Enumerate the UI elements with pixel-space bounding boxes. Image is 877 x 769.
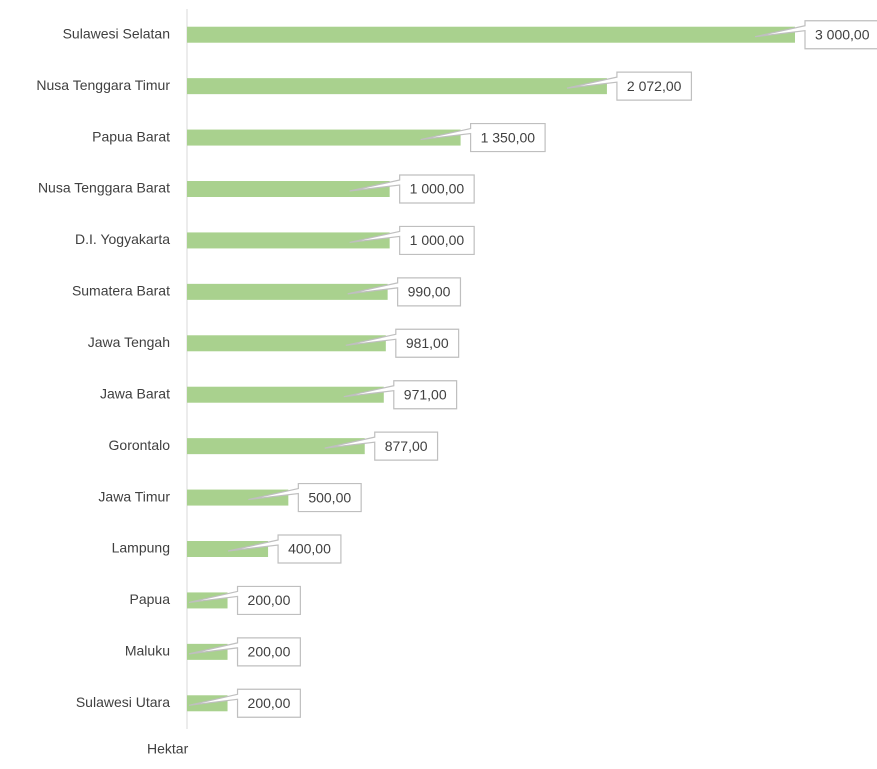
- data-label-box: [566, 71, 693, 101]
- x-axis-label: Hektar: [147, 741, 189, 757]
- data-label: 500,00: [308, 489, 351, 505]
- bar: [187, 489, 289, 506]
- y-tick-label: Jawa Barat: [100, 385, 170, 401]
- data-label: 981,00: [406, 335, 449, 351]
- bar: [187, 232, 390, 249]
- data-label: 2 072,00: [627, 78, 682, 94]
- y-tick-label: Jawa Tengah: [88, 334, 170, 350]
- y-tick-label: Lampung: [112, 540, 170, 556]
- y-tick-label: Sulawesi Utara: [76, 694, 170, 710]
- bar: [187, 129, 461, 146]
- bar: [187, 541, 269, 557]
- y-tick-label: Gorontalo: [109, 437, 171, 453]
- data-label-box: [188, 585, 301, 616]
- bar: [187, 386, 384, 403]
- data-label: 200,00: [248, 592, 291, 608]
- data-label: 200,00: [248, 695, 291, 711]
- data-label-box: [349, 225, 475, 256]
- y-tick-label: D.I. Yogyakarta: [75, 231, 170, 247]
- data-label: 200,00: [248, 644, 291, 660]
- data-label-box: [324, 431, 439, 461]
- data-label-box: [343, 380, 458, 410]
- data-label-box: [345, 328, 460, 358]
- bar: [187, 181, 390, 197]
- y-tick-label: Sumatera Barat: [72, 283, 170, 299]
- data-label: 400,00: [288, 541, 331, 557]
- y-tick-label: Papua Barat: [92, 128, 170, 144]
- data-label-box: [349, 174, 475, 204]
- data-label: 3 000,00: [815, 26, 870, 42]
- data-label: 1 000,00: [410, 181, 465, 197]
- data-label-box: [420, 122, 546, 153]
- y-tick-label: Maluku: [125, 643, 170, 659]
- y-tick-label: Nusa Tenggara Timur: [36, 77, 170, 93]
- bar: [187, 335, 386, 352]
- bar: [187, 78, 607, 95]
- y-tick-label: Jawa Timur: [98, 488, 170, 504]
- data-label-box: [347, 277, 462, 307]
- data-label: 1 350,00: [481, 129, 536, 145]
- data-label-box: [188, 637, 301, 667]
- data-label-box: [754, 20, 877, 50]
- y-tick-label: Nusa Tenggara Barat: [38, 180, 170, 196]
- data-label: 990,00: [408, 284, 451, 300]
- data-label-box: [188, 688, 301, 718]
- data-label: 1 000,00: [410, 232, 465, 248]
- y-tick-label: Sulawesi Selatan: [63, 25, 170, 41]
- data-label: 877,00: [385, 438, 428, 454]
- bar: [187, 283, 388, 300]
- data-label-box: [227, 534, 342, 564]
- data-label: 971,00: [404, 386, 447, 402]
- data-label-box: [248, 482, 362, 513]
- y-tick-label: Papua: [130, 591, 171, 607]
- bar: [187, 438, 365, 455]
- bar: [187, 26, 795, 43]
